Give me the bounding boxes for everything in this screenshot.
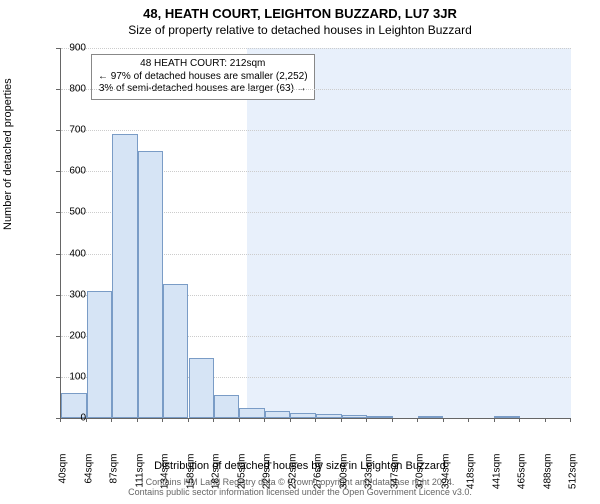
x-tick-label: 276sqm xyxy=(313,454,324,504)
histogram-bar xyxy=(290,413,316,418)
x-tick-label: 158sqm xyxy=(185,454,196,504)
y-tick-label: 600 xyxy=(46,166,86,177)
y-tick-label: 100 xyxy=(46,371,86,382)
annotation-line2: ← 97% of detached houses are smaller (2,… xyxy=(98,71,308,84)
x-tick-mark xyxy=(366,418,367,422)
x-tick-label: 87sqm xyxy=(109,454,120,504)
histogram-bar xyxy=(138,151,163,418)
histogram-bar xyxy=(189,358,215,418)
x-tick-mark xyxy=(545,418,546,422)
x-tick-mark xyxy=(264,418,265,422)
grid-line xyxy=(61,89,571,90)
histogram-bar xyxy=(163,284,189,418)
y-tick-mark xyxy=(56,171,60,172)
y-tick-label: 700 xyxy=(46,125,86,136)
x-tick-label: 418sqm xyxy=(466,454,477,504)
x-tick-label: 300sqm xyxy=(338,454,349,504)
x-tick-label: 229sqm xyxy=(262,454,273,504)
y-tick-mark xyxy=(56,48,60,49)
x-tick-label: 394sqm xyxy=(440,454,451,504)
y-tick-mark xyxy=(56,130,60,131)
x-tick-label: 134sqm xyxy=(160,454,171,504)
x-tick-mark xyxy=(111,418,112,422)
grid-line xyxy=(61,48,571,49)
x-tick-label: 111sqm xyxy=(134,454,145,504)
histogram-bar xyxy=(342,415,367,418)
x-tick-label: 512sqm xyxy=(568,454,579,504)
y-tick-label: 200 xyxy=(46,330,86,341)
histogram-bar xyxy=(367,416,393,418)
chart-container: 48, HEATH COURT, LEIGHTON BUZZARD, LU7 3… xyxy=(0,0,600,500)
x-tick-label: 40sqm xyxy=(58,454,69,504)
x-tick-mark xyxy=(239,418,240,422)
histogram-bar xyxy=(112,134,138,418)
x-tick-label: 370sqm xyxy=(415,454,426,504)
x-tick-mark xyxy=(417,418,418,422)
plot-area: 48 HEATH COURT: 212sqm ← 97% of detached… xyxy=(60,48,571,419)
y-tick-mark xyxy=(56,89,60,90)
histogram-bar xyxy=(87,291,112,418)
y-tick-label: 500 xyxy=(46,207,86,218)
x-tick-label: 488sqm xyxy=(542,454,553,504)
histogram-bar xyxy=(214,395,239,418)
histogram-bar xyxy=(316,414,342,418)
x-tick-mark xyxy=(188,418,189,422)
x-tick-label: 64sqm xyxy=(83,454,94,504)
annotation-box: 48 HEATH COURT: 212sqm ← 97% of detached… xyxy=(91,54,315,100)
histogram-bar xyxy=(494,416,520,418)
x-tick-mark xyxy=(570,418,571,422)
annotation-line1: 48 HEATH COURT: 212sqm xyxy=(98,58,308,71)
x-tick-mark xyxy=(519,418,520,422)
x-tick-mark xyxy=(290,418,291,422)
y-tick-label: 800 xyxy=(46,84,86,95)
x-tick-mark xyxy=(162,418,163,422)
y-tick-label: 900 xyxy=(46,43,86,54)
histogram-bar xyxy=(418,416,444,418)
y-axis-label: Number of detached properties xyxy=(2,78,14,230)
x-tick-mark xyxy=(137,418,138,422)
grid-line xyxy=(61,130,571,131)
x-tick-mark xyxy=(60,418,61,422)
x-tick-mark xyxy=(315,418,316,422)
x-tick-mark xyxy=(443,418,444,422)
y-tick-label: 300 xyxy=(46,289,86,300)
y-tick-mark xyxy=(56,295,60,296)
histogram-bar xyxy=(265,411,290,418)
histogram-bar xyxy=(239,408,265,418)
chart-subtitle: Size of property relative to detached ho… xyxy=(0,21,600,37)
x-tick-mark xyxy=(213,418,214,422)
x-tick-mark xyxy=(468,418,469,422)
y-tick-mark xyxy=(56,212,60,213)
x-tick-mark xyxy=(494,418,495,422)
x-tick-mark xyxy=(392,418,393,422)
y-tick-mark xyxy=(56,254,60,255)
x-tick-mark xyxy=(86,418,87,422)
x-tick-mark xyxy=(341,418,342,422)
x-tick-label: 252sqm xyxy=(287,454,298,504)
y-tick-mark xyxy=(56,336,60,337)
x-tick-label: 182sqm xyxy=(211,454,222,504)
x-tick-label: 205sqm xyxy=(236,454,247,504)
y-tick-mark xyxy=(56,377,60,378)
x-tick-label: 441sqm xyxy=(491,454,502,504)
x-tick-label: 465sqm xyxy=(517,454,528,504)
x-tick-label: 347sqm xyxy=(389,454,400,504)
y-tick-label: 0 xyxy=(46,413,86,424)
chart-title: 48, HEATH COURT, LEIGHTON BUZZARD, LU7 3… xyxy=(0,0,600,21)
x-tick-label: 323sqm xyxy=(364,454,375,504)
y-tick-label: 400 xyxy=(46,248,86,259)
highlight-region xyxy=(247,48,571,418)
